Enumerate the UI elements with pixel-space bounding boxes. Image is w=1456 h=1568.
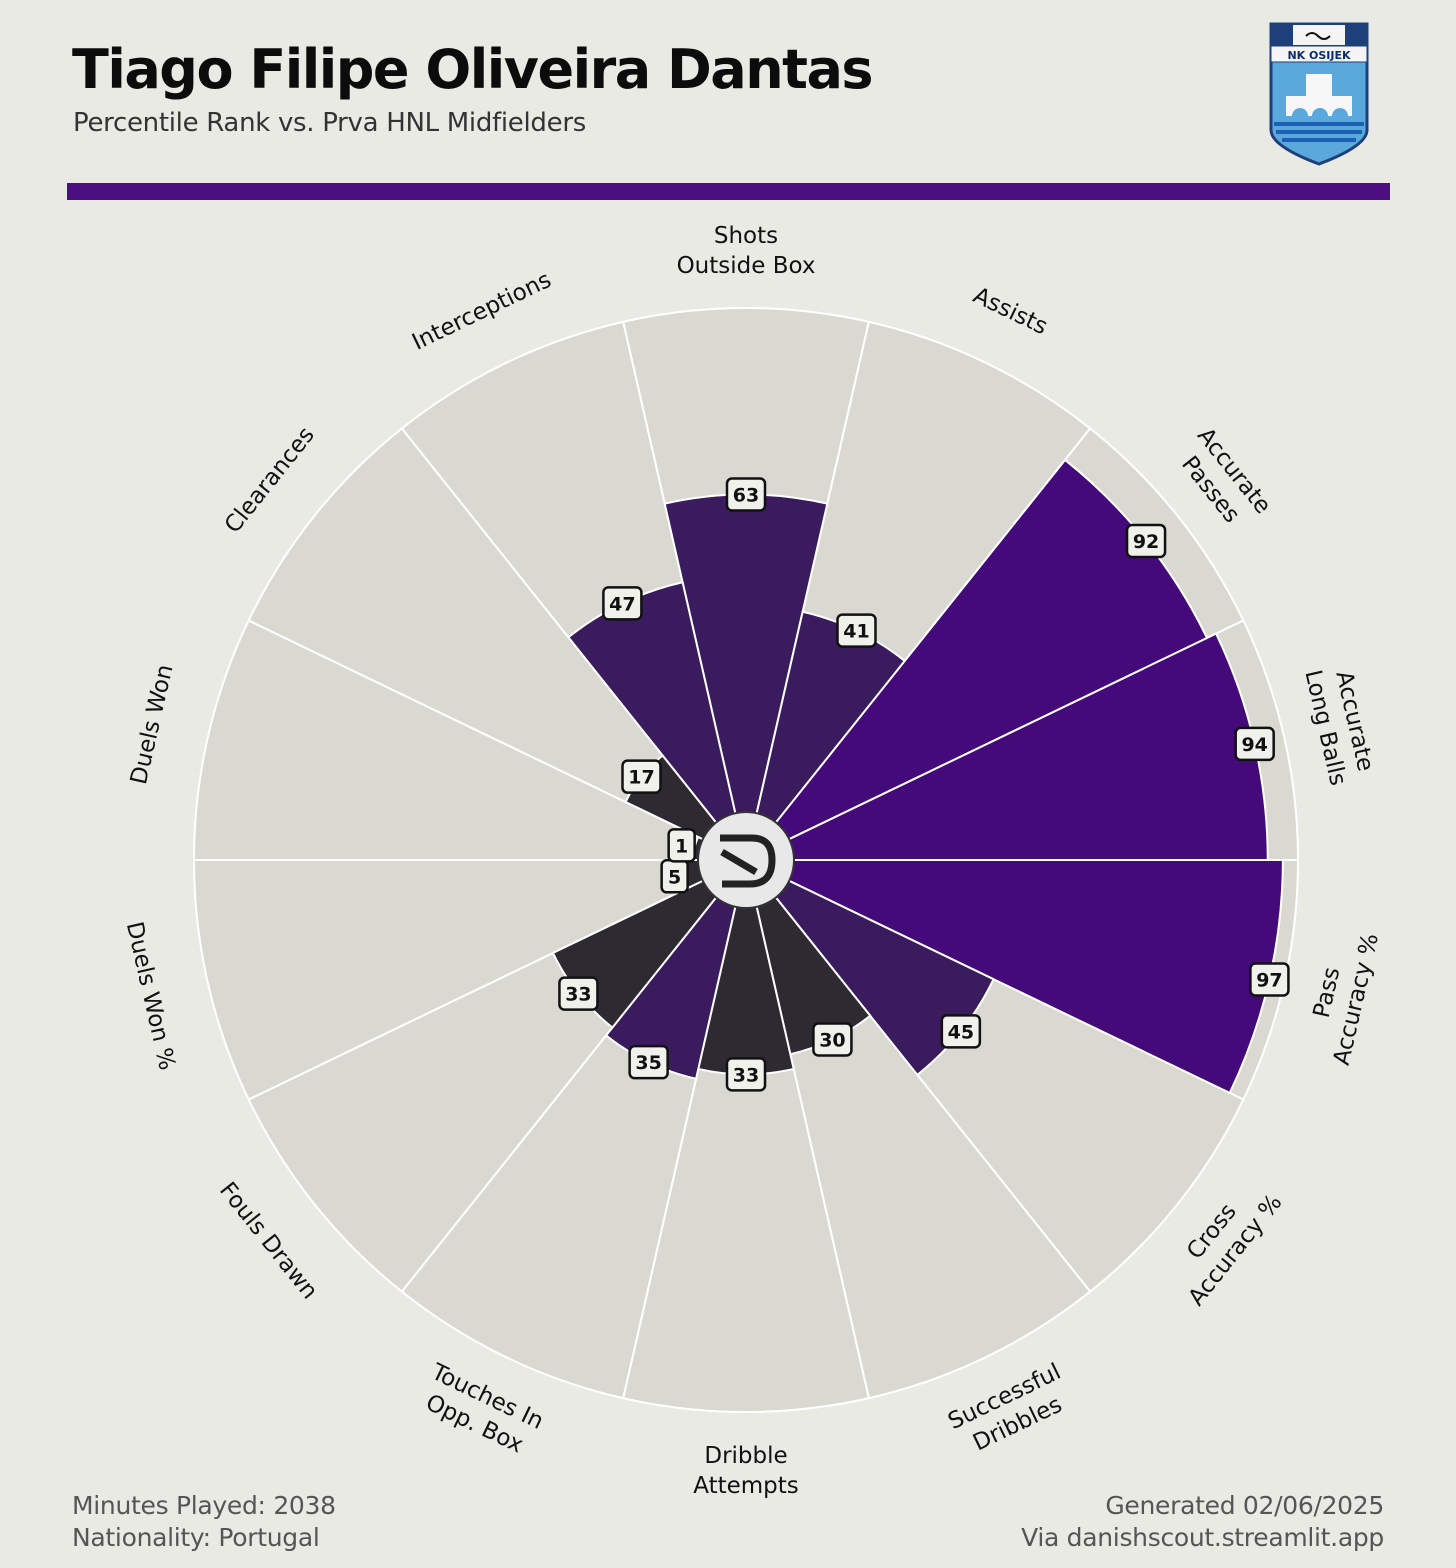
value-badge	[836, 613, 877, 648]
category-label-group: Duels Won	[126, 662, 179, 787]
value-badge	[621, 759, 662, 794]
value-badge	[628, 1044, 669, 1080]
category-label-group: Duels Won %	[121, 919, 180, 1072]
page-title: Tiago Filipe Oliveira Dantas	[72, 38, 874, 101]
category-label: Duels Won	[126, 662, 179, 787]
value-label: 41	[843, 621, 869, 643]
value-label: 94	[1241, 734, 1267, 756]
page-subtitle: Percentile Rank vs. Prva HNL Midfielders	[73, 108, 586, 138]
category-label: Duels Won %	[121, 919, 180, 1072]
value-label: 63	[733, 484, 759, 506]
value-label: 30	[819, 1029, 845, 1051]
value-label: 5	[668, 866, 681, 888]
category-label: Fouls Drawn	[214, 1178, 322, 1305]
club-crest-logo: NK OSIJEK	[1269, 22, 1369, 166]
value-badge	[1125, 523, 1167, 559]
value-badge	[725, 477, 767, 512]
value-badge	[1234, 726, 1275, 762]
value-badge	[725, 1057, 767, 1092]
category-label: Clearances	[220, 422, 320, 538]
value-badge	[558, 976, 599, 1011]
value-label: 92	[1133, 531, 1159, 553]
value-badge	[940, 1014, 982, 1049]
value-label: 97	[1256, 969, 1282, 991]
category-label-group: Dribble Attempts	[693, 1443, 799, 1499]
category-label-group: Shots Outside Box	[677, 223, 816, 279]
nationality: Nationality: Portugal	[72, 1523, 320, 1552]
value-label: 35	[635, 1052, 661, 1074]
crest-text: NK OSIJEK	[1287, 49, 1351, 62]
center-logo-circle	[697, 811, 795, 909]
category-label-group: Interceptions	[408, 267, 555, 356]
source-url: Via danishscout.streamlit.app	[1021, 1523, 1384, 1552]
value-label: 33	[565, 984, 591, 1006]
category-label-group: Fouls Drawn	[214, 1178, 322, 1305]
value-label: 45	[948, 1021, 974, 1043]
category-label-group: Clearances	[220, 422, 320, 538]
category-label: Interceptions	[408, 267, 555, 356]
value-label: 1	[675, 835, 688, 857]
footer-right: Generated 02/06/2025 Via danishscout.str…	[1021, 1490, 1384, 1554]
value-label: 47	[609, 593, 635, 615]
value-label: 17	[628, 767, 654, 789]
center-logo-icon	[720, 834, 776, 888]
value-badge	[812, 1022, 853, 1057]
category-label-group: Assists	[969, 282, 1052, 340]
category-label: Dribble	[704, 1443, 787, 1469]
header-divider	[67, 183, 1390, 200]
value-badge	[667, 828, 696, 863]
category-label: Shots	[714, 223, 778, 249]
value-bar	[745, 859, 1284, 1095]
value-badge	[1249, 962, 1290, 997]
minutes-played: Minutes Played: 2038	[72, 1491, 336, 1520]
category-label: Outside Box	[677, 253, 816, 279]
generated-date: Generated 02/06/2025	[1105, 1491, 1384, 1520]
value-badge	[602, 586, 643, 621]
category-label: Assists	[969, 282, 1052, 340]
category-label: Attempts	[693, 1473, 799, 1499]
value-label: 33	[733, 1064, 759, 1086]
footer-left: Minutes Played: 2038 Nationality: Portug…	[72, 1490, 336, 1554]
